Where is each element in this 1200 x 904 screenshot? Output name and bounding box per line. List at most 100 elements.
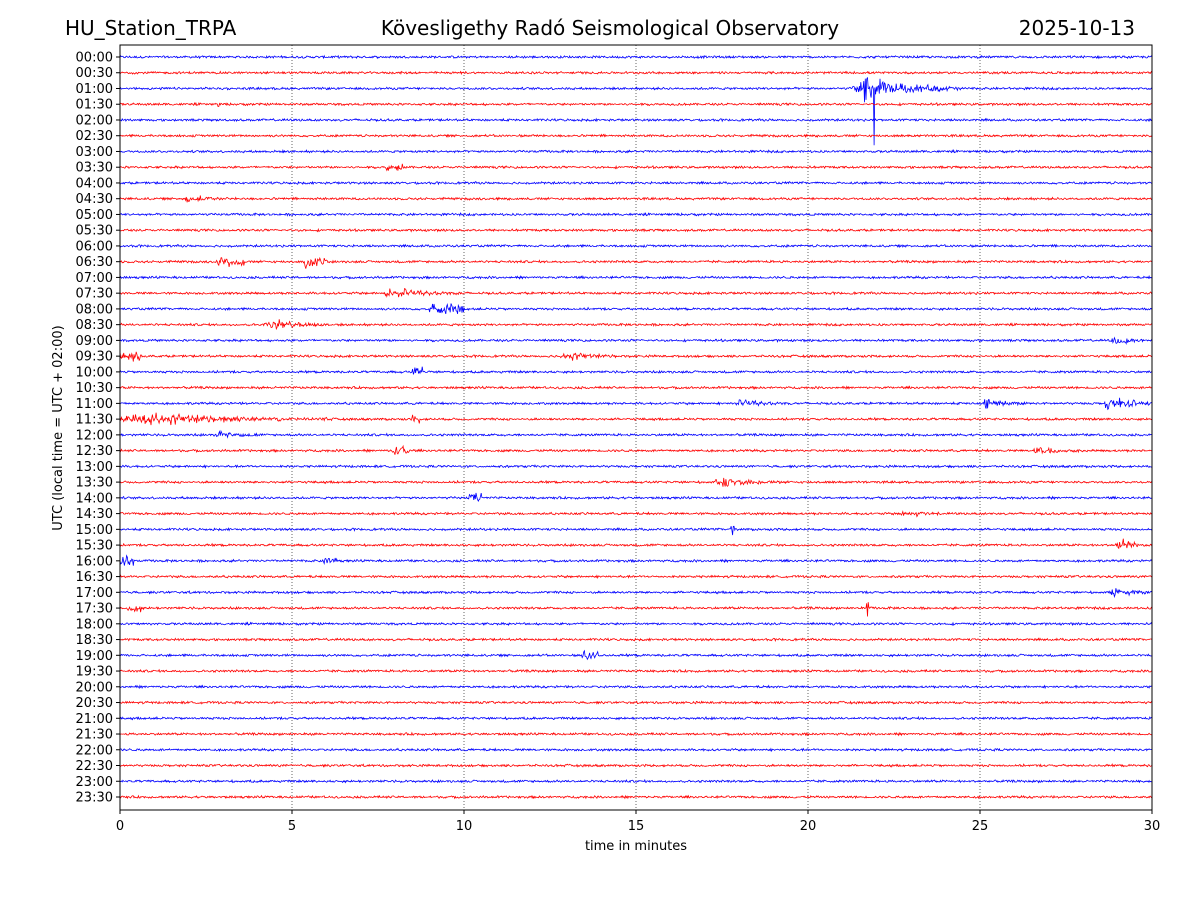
trace-0630 — [119, 256, 1153, 269]
trace-0900 — [119, 336, 1153, 345]
y-tick-label: 08:30 — [76, 318, 113, 333]
trace-1000 — [119, 366, 1153, 375]
trace-0400 — [119, 180, 1153, 186]
y-tick-label: 13:30 — [76, 476, 113, 491]
y-axis-label: UTC (local time = UTC + 02:00) — [51, 325, 66, 530]
chart-title: Kövesligethy Radó Seismological Observat… — [381, 16, 839, 40]
y-tick-label: 13:00 — [76, 460, 113, 475]
trace-0230 — [119, 133, 1153, 139]
trace-1630 — [119, 574, 1153, 579]
y-tick-label: 07:00 — [76, 271, 113, 286]
y-tick-label: 16:30 — [76, 570, 113, 585]
y-tick-label: 09:30 — [76, 350, 113, 365]
x-tick-label: 30 — [1144, 819, 1161, 834]
trace-1530 — [119, 538, 1153, 550]
y-tick-label: 10:00 — [76, 365, 113, 380]
trace-1500 — [119, 525, 1153, 536]
trace-2300 — [119, 778, 1153, 784]
y-tick-label: 15:00 — [76, 523, 113, 538]
trace-0930 — [119, 351, 1152, 362]
trace-0830 — [119, 319, 1153, 331]
y-tick-label: 05:30 — [76, 224, 113, 239]
trace-2100 — [119, 715, 1153, 721]
x-tick-label: 20 — [800, 819, 817, 834]
y-tick-label: 14:30 — [76, 507, 113, 522]
y-tick-label: 15:30 — [76, 539, 113, 554]
trace-1700 — [119, 588, 1153, 599]
trace-0700 — [119, 275, 1153, 280]
y-tick-label: 08:00 — [76, 302, 113, 317]
y-tick-label: 00:00 — [76, 51, 113, 66]
trace-1830 — [119, 637, 1153, 642]
x-axis: 0 5 10 15 20 25 30 — [116, 810, 1160, 834]
y-tick-label: 16:00 — [76, 554, 113, 569]
y-tick-label: 21:00 — [76, 712, 113, 727]
trace-0430 — [119, 195, 1153, 203]
trace-1400 — [119, 492, 1153, 502]
trace-1430 — [119, 510, 1153, 518]
y-tick-label: 06:00 — [76, 239, 113, 254]
trace-1730 — [119, 602, 1153, 617]
grid-lines — [291, 45, 981, 810]
trace-0800 — [119, 302, 1153, 315]
trace-2200 — [119, 747, 1153, 753]
trace-0500 — [119, 212, 1153, 217]
y-tick-label: 02:30 — [76, 129, 113, 144]
y-tick-label: 09:00 — [76, 334, 113, 349]
y-tick-label: 22:00 — [76, 743, 113, 758]
y-tick-label: 01:00 — [76, 82, 113, 97]
trace-0530 — [119, 227, 1153, 233]
trace-2130 — [119, 731, 1153, 737]
y-tick-label: 22:30 — [76, 759, 113, 774]
y-tick-label: 03:00 — [76, 145, 113, 160]
y-tick-label: 12:00 — [76, 428, 113, 443]
x-axis-label: time in minutes — [585, 839, 687, 854]
trace-1230 — [119, 444, 1153, 455]
y-tick-label: 00:30 — [76, 66, 113, 81]
y-tick-label: 02:00 — [76, 113, 113, 128]
y-tick-label: 19:30 — [76, 665, 113, 680]
y-tick-label: 20:30 — [76, 696, 113, 711]
trace-1900 — [119, 649, 1153, 661]
trace-1030 — [119, 385, 1153, 390]
y-tick-label: 21:30 — [76, 728, 113, 743]
y-tick-label: 23:30 — [76, 791, 113, 806]
y-tick-label: 18:30 — [76, 633, 113, 648]
y-tick-label: 10:30 — [76, 381, 113, 396]
x-tick-label: 10 — [456, 819, 473, 834]
x-tick-label: 5 — [288, 819, 296, 834]
y-tick-label: 23:00 — [76, 775, 113, 790]
trace-0330 — [119, 163, 1153, 172]
y-tick-label: 01:30 — [76, 98, 113, 113]
trace-0600 — [119, 243, 1153, 249]
station-name: HU_Station_TRPA — [65, 16, 237, 40]
y-tick-label: 19:00 — [76, 649, 113, 664]
y-tick-label: 04:00 — [76, 176, 113, 191]
trace-1600 — [119, 554, 1153, 566]
trace-2030 — [119, 700, 1153, 705]
trace-0200 — [120, 117, 1153, 123]
trace-0130 — [120, 101, 1153, 107]
y-tick-label: 17:00 — [76, 586, 113, 601]
trace-1930 — [119, 668, 1153, 674]
x-tick-label: 25 — [972, 819, 989, 834]
trace-0730 — [119, 288, 1153, 298]
y-tick-label: 07:30 — [76, 287, 113, 302]
y-tick-label: 04:30 — [76, 192, 113, 207]
y-tick-label: 17:30 — [76, 602, 113, 617]
y-tick-label: 14:00 — [76, 491, 113, 506]
trace-1130 — [119, 412, 1153, 426]
trace-1800 — [119, 621, 1153, 627]
y-tick-label: 05:00 — [76, 208, 113, 223]
trace-0030 — [119, 70, 1153, 76]
y-tick-label: 11:00 — [76, 397, 113, 412]
trace-1300 — [119, 464, 1153, 469]
chart-date: 2025-10-13 — [1019, 16, 1135, 40]
y-tick-label: 18:00 — [76, 617, 113, 632]
y-tick-label: 03:30 — [76, 161, 113, 176]
x-tick-label: 15 — [628, 819, 645, 834]
y-tick-label: 20:00 — [76, 680, 113, 695]
x-tick-label: 0 — [116, 819, 124, 834]
trace-0000 — [119, 54, 1153, 60]
